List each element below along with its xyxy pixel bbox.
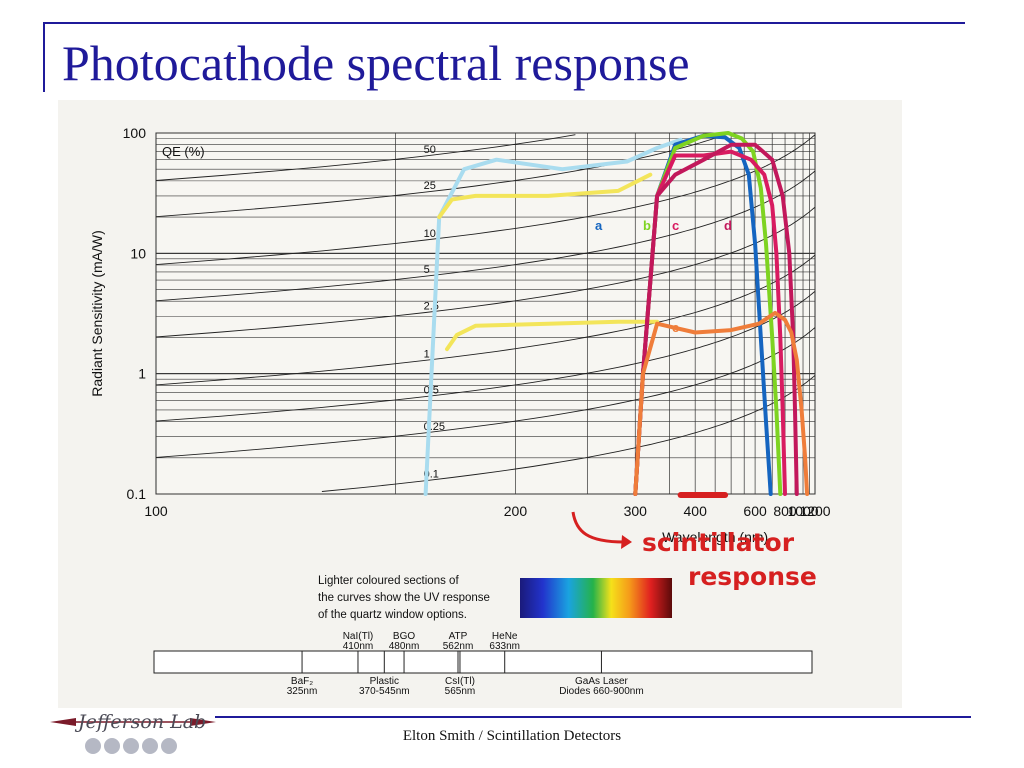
spectral-response-figure: 50 25 10 5 2.5 1 0.5 0.25 0.1 QE (%) a b c d e 100 200 30…	[58, 100, 902, 708]
y-axis-label: Radiant Sensitivity (mA/W)	[89, 230, 105, 396]
qe-label: 50	[424, 144, 436, 156]
scale-bottom-value: 370-545nm	[359, 686, 410, 697]
y-tick-label: 0.1	[127, 486, 147, 502]
annotation-arrowhead	[621, 535, 632, 549]
qe-line	[155, 290, 816, 422]
scale-bottom-value: 565nm	[445, 686, 476, 697]
x-tick-label: 300	[624, 503, 648, 519]
scale-bottom-value: Diodes 660-900nm	[559, 686, 644, 697]
slide-title: Photocathode spectral response	[62, 35, 690, 91]
x-tick-label: 800	[773, 503, 797, 519]
scale-top-value: 562nm	[443, 641, 474, 652]
curve-label-e: e	[672, 320, 679, 335]
annotation-text-1: scintillator	[642, 528, 795, 557]
annotation-text-2: response	[688, 562, 817, 591]
curve-label-d: d	[724, 218, 732, 233]
x-tick-label: 600	[743, 503, 767, 519]
scale-top-name: ATP	[449, 631, 468, 642]
qe-label: 5	[424, 264, 430, 276]
title-top-rule	[43, 22, 965, 24]
jefferson-lab-logo-icon	[50, 718, 216, 754]
qe-line	[155, 134, 816, 266]
uv-extension-curve	[437, 172, 653, 220]
y-tick-label: 10	[130, 245, 146, 261]
qe-line	[155, 254, 816, 386]
scale-top-value: 480nm	[389, 641, 420, 652]
plot-area	[155, 132, 816, 495]
scale-top-name: BGO	[393, 631, 415, 642]
slide-footer: Elton Smith / Scintillation Detectors	[402, 728, 622, 744]
curve-label-b: b	[643, 218, 651, 233]
series-curve-e	[633, 310, 810, 496]
wavelength-scale-bar	[153, 650, 813, 674]
scale-bottom-name: CsI(Tl)	[445, 676, 475, 687]
qe-header: QE (%)	[162, 144, 205, 159]
title-side-rule	[43, 22, 45, 92]
qe-label: 10	[424, 228, 436, 240]
x-tick-label: 200	[504, 503, 528, 519]
scale-bottom-value: 325nm	[287, 686, 318, 697]
curve-label-c: c	[672, 218, 679, 233]
qe-line	[155, 327, 816, 458]
scale-bottom-name: Plastic	[370, 676, 399, 687]
x-tick-label: 1000	[787, 503, 818, 519]
qe-label: 1	[424, 348, 430, 360]
qe-line	[155, 170, 816, 302]
qe-line	[155, 134, 576, 181]
scale-top-name: NaI(Tl)	[343, 631, 374, 642]
caption-line: of the quartz window options.	[318, 609, 467, 621]
scale-top-value: 410nm	[343, 641, 374, 652]
scale-bottom-name: BaF₂	[291, 676, 313, 687]
x-tick-label: 1200	[799, 503, 830, 519]
qe-label: 25	[424, 180, 436, 192]
curve-label-a: a	[595, 218, 603, 233]
scale-top-value: 633nm	[489, 641, 520, 652]
x-tick-label: 100	[144, 503, 168, 519]
spectrum-swatch	[520, 578, 672, 618]
x-axis-label: Wavelength (nm)	[662, 529, 768, 545]
logo-text: Jefferson Lab	[78, 711, 207, 733]
x-tick-label: 400	[684, 503, 708, 519]
y-tick-label: 100	[123, 125, 147, 141]
scale-bottom-name: GaAs Laser	[575, 676, 628, 687]
y-tick-label: 1	[138, 366, 146, 382]
annotation-arrow	[571, 511, 625, 544]
caption-line: Lighter coloured sections of	[318, 575, 459, 587]
scale-top-name: HeNe	[492, 631, 518, 642]
uv-extension-curve	[445, 319, 660, 352]
caption-line: the curves show the UV response	[318, 592, 490, 604]
footer-rule	[215, 716, 971, 718]
